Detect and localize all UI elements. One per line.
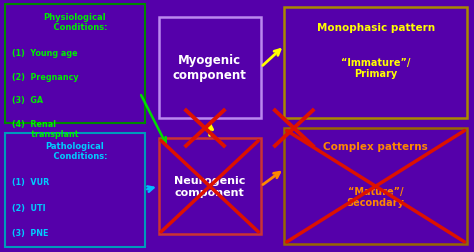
Text: (1)  VUR: (1) VUR — [12, 178, 49, 187]
Text: “Immature”/
Primary: “Immature”/ Primary — [341, 57, 410, 79]
Text: “Mature”/
Secondary: “Mature”/ Secondary — [346, 186, 405, 207]
Text: Pathological
    Conditions:: Pathological Conditions: — [42, 141, 108, 161]
Text: Myogenic
component: Myogenic component — [173, 54, 246, 82]
Text: Physiological
    Conditions:: Physiological Conditions: — [42, 13, 108, 32]
Text: (2)  Pregnancy: (2) Pregnancy — [12, 73, 79, 82]
Text: (2)  UTI: (2) UTI — [12, 203, 46, 212]
FancyBboxPatch shape — [5, 134, 145, 247]
FancyBboxPatch shape — [284, 129, 467, 244]
Text: Complex patterns: Complex patterns — [323, 141, 428, 151]
Text: (3)  GA: (3) GA — [12, 96, 43, 105]
FancyBboxPatch shape — [5, 5, 145, 123]
FancyBboxPatch shape — [159, 18, 261, 118]
Text: Monophasic pattern: Monophasic pattern — [317, 23, 435, 33]
Text: (3)  PNE: (3) PNE — [12, 228, 48, 237]
Text: (4)  Renal
       transplant: (4) Renal transplant — [12, 119, 78, 139]
FancyBboxPatch shape — [284, 8, 467, 118]
FancyBboxPatch shape — [159, 139, 261, 234]
Text: Neurogenic
component: Neurogenic component — [174, 176, 246, 197]
Text: (1)  Young age: (1) Young age — [12, 49, 77, 58]
